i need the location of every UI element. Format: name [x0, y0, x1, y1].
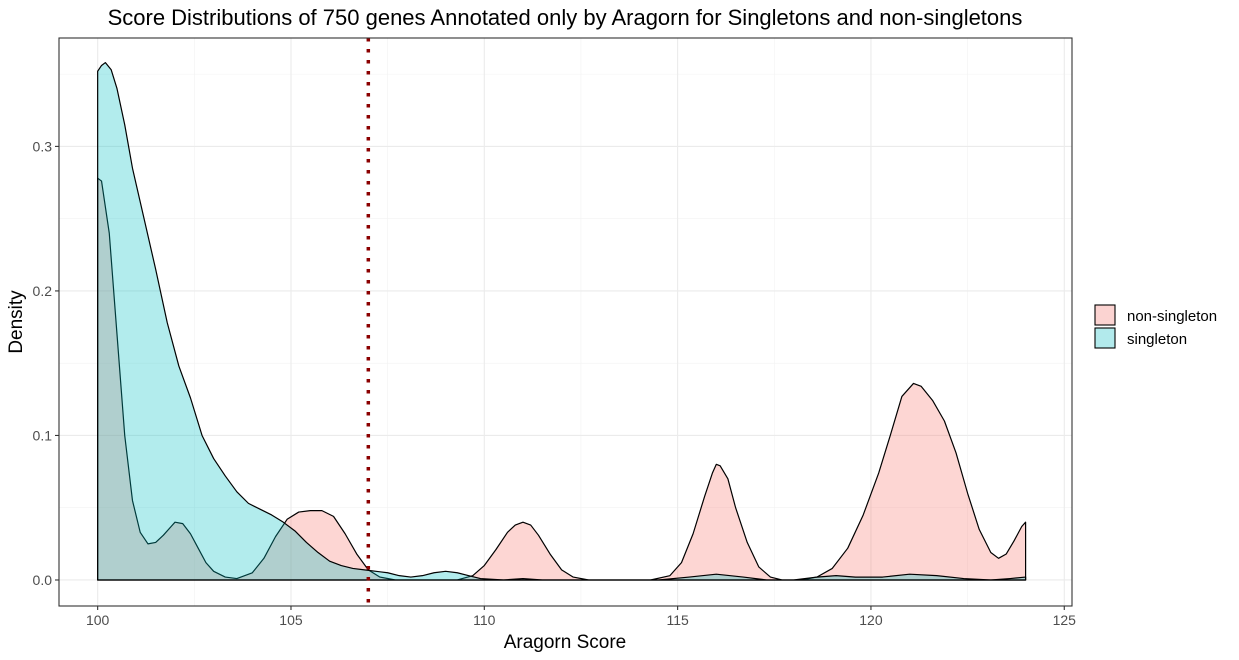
- density-area-non-singleton: [97, 177, 1027, 581]
- x-tick-label: 120: [859, 612, 883, 628]
- x-tick-label: 115: [666, 612, 689, 628]
- y-tick-label: 0.3: [33, 138, 53, 154]
- plot-border: [58, 37, 1073, 607]
- legend-key-non-singleton: [1094, 304, 1116, 326]
- x-tick-label: 125: [1053, 612, 1077, 628]
- x-axis-title: Aragorn Score: [504, 632, 627, 653]
- legend-key-singleton: [1094, 327, 1116, 349]
- density-area-singleton: [97, 61, 1027, 581]
- x-axis: 100 105 110 115 120 125: [86, 606, 1076, 628]
- density-areas: [97, 61, 1027, 581]
- x-tick-label: 100: [86, 612, 110, 628]
- legend-label-singleton: singleton: [1127, 331, 1187, 348]
- chart-title: Score Distributions of 750 genes Annotat…: [108, 5, 1023, 30]
- y-tick-label: 0.1: [33, 427, 53, 443]
- x-tick-label: 105: [279, 612, 303, 628]
- y-axis-title: Density: [6, 290, 27, 354]
- x-tick-label: 110: [473, 612, 496, 628]
- legend: non-singleton singleton: [1094, 304, 1217, 349]
- y-tick-label: 0.2: [33, 283, 53, 299]
- y-axis: 0.0 0.1 0.2 0.3: [33, 138, 59, 588]
- legend-label-non-singleton: non-singleton: [1127, 308, 1217, 325]
- y-tick-label: 0.0: [33, 572, 53, 588]
- plot-panel: [59, 38, 1072, 606]
